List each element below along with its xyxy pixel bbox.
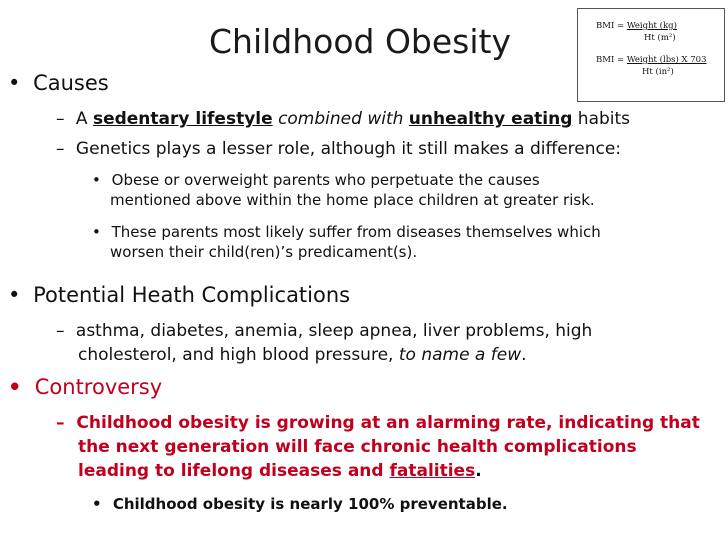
dash-icon: – bbox=[56, 139, 65, 159]
fatalities-text: fatalities bbox=[389, 461, 476, 481]
unhealthy-eating-text: unhealthy eating bbox=[408, 109, 573, 129]
preventable-text: Childhood obesity is nearly 100% prevent… bbox=[112, 495, 508, 513]
complications-line-1: asthma, diabetes, anemia, sleep apnea, l… bbox=[75, 321, 593, 341]
bmi-denominator-metric: Ht (m²) bbox=[644, 33, 676, 43]
period-text: . bbox=[475, 461, 482, 481]
subitem-2-line-1: These parents most likely suffer from di… bbox=[111, 223, 601, 241]
controversy-line-1: Childhood obesity is growing at an alarm… bbox=[76, 413, 700, 433]
to-name-a-few-text: to name a few bbox=[398, 345, 522, 365]
bullet-dot-icon: • bbox=[8, 71, 21, 95]
genetics-text: Genetics plays a lesser role, although i… bbox=[75, 139, 622, 159]
complications-line-2: cholesterol, and high blood pressure, to… bbox=[78, 344, 527, 366]
causes-heading: Causes bbox=[33, 71, 109, 95]
bmi-label: BMI = bbox=[596, 55, 625, 65]
causes-subitem-2: • These parents most likely suffer from … bbox=[92, 222, 601, 242]
sedentary-lifestyle-text: sedentary lifestyle bbox=[92, 109, 273, 129]
controversy-heading: Controversy bbox=[34, 375, 163, 399]
bullet-dot-icon: • bbox=[8, 283, 21, 307]
subitem-2-line-2: worsen their child(ren)’s predicament(s)… bbox=[110, 243, 418, 261]
period-text: . bbox=[521, 345, 527, 365]
bmi-label: BMI = bbox=[596, 21, 625, 31]
text-a: A bbox=[75, 109, 88, 129]
bullet-dot-icon: • bbox=[8, 375, 22, 399]
habits-text: habits bbox=[577, 109, 631, 129]
complications-line-2-text: cholesterol, and high blood pressure, bbox=[78, 345, 394, 365]
bullet-dot-icon: • bbox=[92, 171, 101, 189]
bullet-controversy: • Controversy bbox=[8, 374, 162, 400]
bmi-formula-imperial: BMI = Weight (lbs) X 703 bbox=[596, 55, 707, 65]
subitem-1-line-1: Obese or overweight parents who perpetua… bbox=[111, 171, 540, 189]
controversy-line-3-text: leading to lifelong diseases and bbox=[78, 461, 384, 481]
dash-icon: – bbox=[56, 413, 65, 433]
complications-item: – asthma, diabetes, anemia, sleep apnea,… bbox=[56, 320, 592, 342]
subitem-1-line-2: mentioned above within the home place ch… bbox=[110, 191, 595, 209]
bmi-formula-box: BMI = Weight (kg) Ht (m²) BMI = Weight (… bbox=[577, 8, 725, 102]
controversy-line-2: the next generation will face chronic he… bbox=[78, 437, 637, 457]
bmi-numerator: Weight (kg) bbox=[626, 21, 677, 31]
combined-with-text: combined with bbox=[278, 109, 404, 129]
slide-title: Childhood Obesity bbox=[208, 22, 512, 61]
bmi-numerator: Weight (lbs) X 703 bbox=[626, 55, 707, 65]
causes-item-1: – A sedentary lifestyle combined with un… bbox=[56, 108, 630, 130]
causes-subitem-1: • Obese or overweight parents who perpet… bbox=[92, 170, 540, 190]
controversy-line-3: leading to lifelong diseases and fatalit… bbox=[78, 460, 482, 482]
dash-icon: – bbox=[56, 321, 65, 341]
complications-heading: Potential Heath Complications bbox=[33, 283, 351, 307]
dash-icon: – bbox=[56, 109, 65, 129]
bmi-denominator-imperial: Ht (in²) bbox=[642, 67, 674, 77]
bullet-dot-icon: • bbox=[92, 223, 101, 241]
bullet-dot-icon: • bbox=[92, 495, 102, 513]
causes-item-2: – Genetics plays a lesser role, although… bbox=[56, 138, 621, 160]
bullet-causes: • Causes bbox=[8, 70, 109, 96]
bullet-complications: • Potential Heath Complications bbox=[8, 282, 350, 308]
controversy-subitem: • Childhood obesity is nearly 100% preve… bbox=[92, 494, 508, 514]
controversy-item: – Childhood obesity is growing at an ala… bbox=[56, 412, 700, 434]
bmi-formula-metric: BMI = Weight (kg) bbox=[596, 21, 677, 31]
